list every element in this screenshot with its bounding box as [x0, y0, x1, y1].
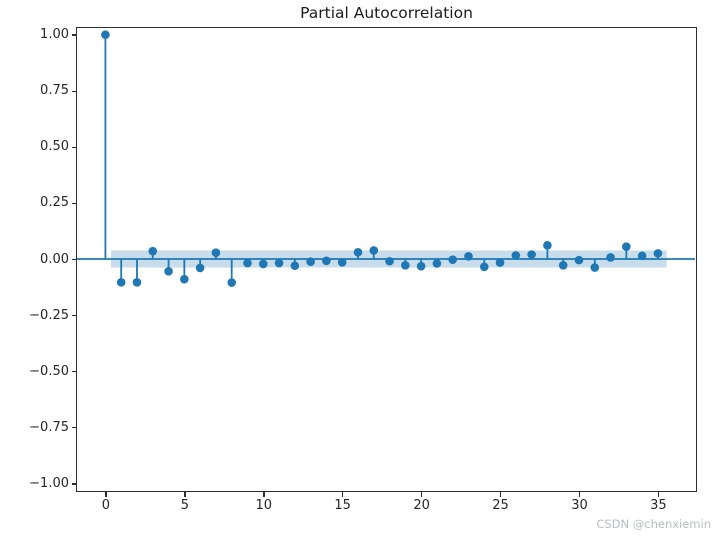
marker-lag-32 — [606, 253, 615, 262]
xtick-mark-10 — [263, 492, 265, 497]
ytick-mark-−0.25 — [71, 314, 76, 317]
marker-lag-7 — [211, 248, 221, 258]
ytick-label-−1.00: −1.00 — [29, 475, 69, 491]
xtick-mark-30 — [578, 492, 581, 497]
xtick-label-5: 5 — [180, 498, 189, 513]
marker-lag-10 — [258, 259, 268, 269]
marker-lag-13 — [306, 257, 315, 266]
marker-lag-28 — [543, 241, 552, 250]
ytick-mark-0.25 — [71, 202, 76, 205]
marker-lag-0 — [101, 30, 110, 40]
ytick-label-−0.25: −0.25 — [29, 307, 69, 323]
ytick-mark-0.50 — [71, 146, 76, 149]
marker-lag-17 — [369, 246, 379, 255]
marker-lag-31 — [590, 263, 600, 272]
ytick-label-0.75: 0.75 — [40, 83, 69, 99]
xtick-label-30: 30 — [571, 498, 588, 513]
ytick-mark-−1.00 — [71, 483, 76, 485]
marker-lag-27 — [527, 250, 536, 259]
marker-lag-15 — [337, 258, 347, 267]
marker-lag-21 — [432, 259, 442, 268]
ytick-label-−0.50: −0.50 — [29, 363, 69, 379]
marker-lag-25 — [495, 258, 505, 267]
ytick-label-0.00: 0.00 — [40, 251, 69, 267]
marker-lag-2 — [132, 278, 142, 287]
marker-lag-16 — [353, 247, 363, 257]
marker-lag-35 — [653, 249, 663, 258]
xtick-mark-35 — [657, 492, 660, 497]
marker-lag-1 — [116, 278, 126, 287]
marker-lag-29 — [558, 260, 568, 270]
marker-lag-5 — [180, 274, 189, 284]
marker-lag-30 — [574, 255, 584, 265]
marker-lag-34 — [637, 251, 647, 261]
ytick-label-0.50: 0.50 — [40, 139, 69, 155]
xtick-mark-5 — [184, 492, 186, 497]
watermark-text: CSDN @chenxiemin — [596, 517, 711, 531]
marker-lag-24 — [479, 262, 489, 272]
xtick-mark-20 — [420, 492, 423, 497]
marker-lag-22 — [448, 255, 457, 264]
marker-lag-14 — [322, 256, 331, 266]
ytick-label-−0.75: −0.75 — [29, 419, 69, 435]
ytick-mark-−0.75 — [71, 426, 76, 429]
ytick-label-1.00: 1.00 — [40, 27, 69, 43]
xtick-label-25: 25 — [492, 498, 509, 513]
pacf-stem-plot — [77, 30, 695, 287]
xtick-mark-15 — [341, 492, 344, 497]
marker-lag-20 — [416, 261, 426, 271]
marker-lag-3 — [148, 246, 158, 256]
xtick-label-20: 20 — [413, 498, 430, 513]
xtick-mark-0 — [105, 492, 107, 497]
marker-lag-18 — [385, 256, 394, 266]
ytick-mark-1.00 — [71, 34, 76, 36]
chart-title: Partial Autocorrelation — [300, 4, 473, 22]
xtick-mark-25 — [499, 492, 502, 497]
ytick-mark-−0.50 — [71, 370, 76, 373]
marker-lag-12 — [290, 261, 300, 271]
xtick-label-0: 0 — [101, 498, 111, 513]
ytick-mark-0.00 — [71, 258, 76, 261]
xtick-label-15: 15 — [334, 498, 351, 513]
ytick-label-0.25: 0.25 — [40, 195, 69, 211]
marker-lag-19 — [401, 260, 410, 270]
marker-lag-8 — [227, 278, 236, 287]
marker-lag-4 — [164, 267, 173, 276]
marker-lag-23 — [464, 252, 473, 261]
marker-lag-9 — [243, 258, 252, 268]
xtick-label-10: 10 — [255, 498, 273, 513]
xtick-label-35: 35 — [650, 498, 667, 513]
marker-lag-33 — [622, 242, 631, 251]
ytick-mark-0.75 — [71, 90, 76, 93]
marker-lag-6 — [195, 263, 205, 273]
plot-area — [76, 27, 697, 492]
marker-lag-26 — [511, 251, 521, 260]
marker-lag-11 — [274, 258, 284, 268]
